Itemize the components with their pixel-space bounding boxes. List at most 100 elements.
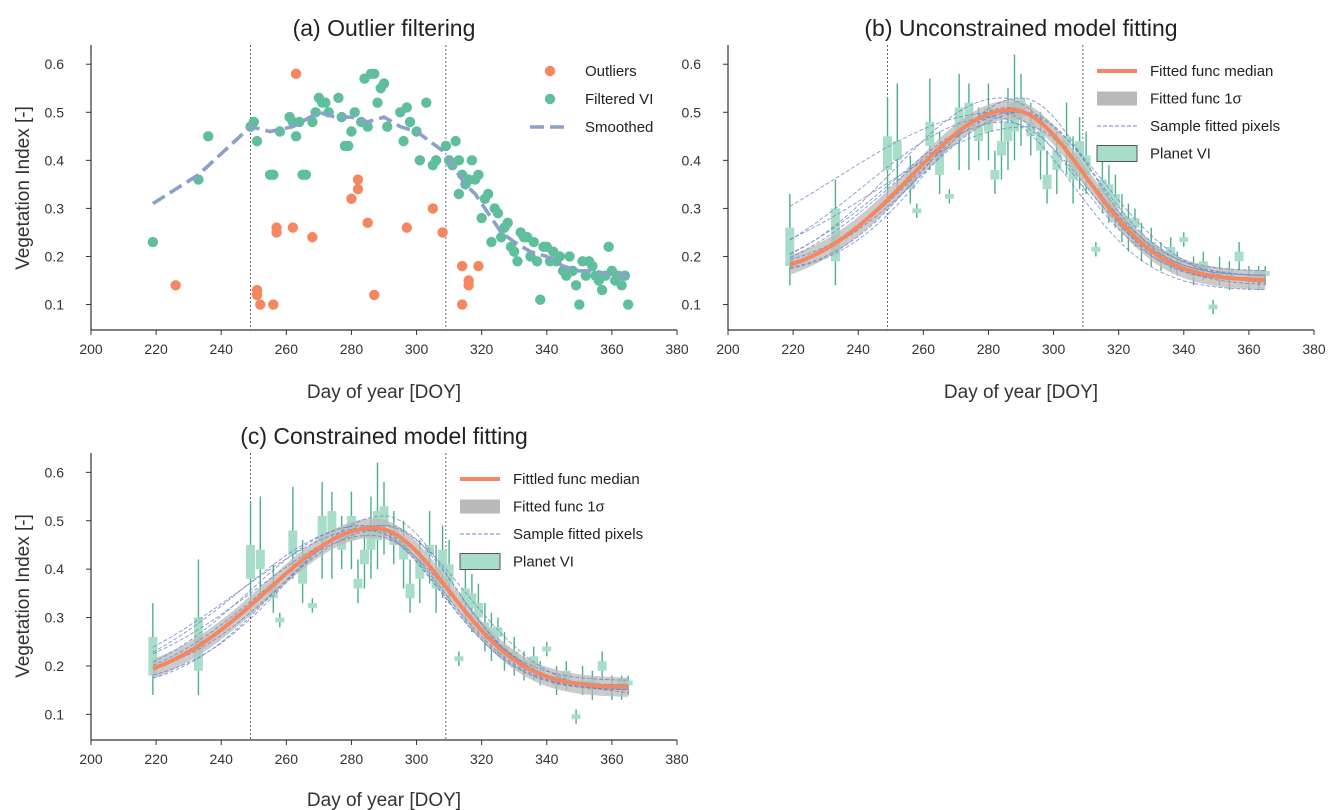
filtered-vi-point: [476, 212, 487, 224]
filtered-vi-point: [320, 97, 331, 108]
outlier-point: [268, 299, 279, 310]
fitted-median-line: [152, 525, 629, 690]
y-tick-label: 0.3: [45, 200, 65, 216]
y-tick-label: 0.1: [45, 706, 65, 722]
smoothed-line: [151, 110, 629, 278]
outlier-point: [271, 227, 282, 238]
outlier-point: [369, 289, 380, 301]
planet-vi-box: [785, 227, 795, 267]
fitted-sigma-band: [152, 518, 629, 697]
y-tick-label: 0.2: [45, 658, 65, 674]
filtered-vi-point: [333, 92, 344, 104]
panel-b-xlabel: Day of year [DOY]: [944, 382, 1098, 403]
panel-a-title: (a) Outlier filtering: [293, 15, 476, 41]
legend-label: Outliers: [585, 63, 637, 80]
planet-vi-box: [1091, 246, 1101, 252]
planet-vi-box: [1110, 193, 1120, 209]
planet-vi-box: [542, 646, 552, 652]
filtered-vi-point: [450, 135, 461, 147]
filtered-vi-point: [290, 131, 302, 142]
planet-vi-box: [912, 208, 922, 214]
legend-marker: [1097, 91, 1137, 106]
planet-vi-box: [473, 603, 483, 618]
filtered-vi-point: [414, 155, 426, 166]
planet-vi-box: [1003, 121, 1013, 142]
x-tick-label: 280: [977, 341, 1001, 357]
planet-vi-box: [379, 506, 389, 526]
filtered-vi-point: [486, 236, 497, 248]
sample-fitted-curve: [789, 111, 1266, 271]
panel-b-plot: 200 220 240 260 280 300 320 340 360 380 0.1 0.2 0.3 0…: [682, 45, 1326, 357]
planet-vi-box: [467, 593, 477, 608]
y-tick-label: 0.3: [45, 610, 65, 626]
filtered-vi-point: [453, 188, 465, 200]
planet-vi-box: [571, 714, 581, 720]
planet-vi-box: [1026, 121, 1036, 137]
planet-vi-box: [405, 583, 415, 599]
panel-c-ylabel: Vegetation Index [-]: [13, 514, 34, 678]
x-tick-label: 380: [1302, 341, 1326, 357]
planet-vi-box: [288, 530, 298, 555]
outlier-point: [346, 193, 357, 204]
filtered-vi-point: [268, 169, 279, 180]
panel-a: (a) Outlier filtering 200 220 240 260 280 300…: [13, 15, 689, 403]
sample-fitted-curve: [789, 111, 1266, 281]
filtered-vi-point: [430, 155, 442, 166]
y-tick-label: 0.5: [682, 104, 702, 120]
outlier-point: [437, 227, 448, 238]
planet-vi-box: [1042, 174, 1052, 190]
filtered-vi-point: [531, 256, 543, 267]
filtered-vi-point: [372, 97, 383, 108]
planet-vi-box: [996, 141, 1006, 156]
planet-vi-box: [298, 559, 308, 584]
sample-fitted-curve: [789, 116, 1266, 291]
legend-marker: [1096, 145, 1138, 162]
panel-c-title: (c) Constrained model fitting: [240, 423, 528, 449]
x-tick-label: 220: [781, 341, 805, 357]
planet-vi-box: [935, 150, 945, 175]
sample-fitted-curve: [789, 111, 1266, 276]
y-tick-label: 0.2: [45, 248, 65, 264]
y-tick-label: 0.5: [45, 104, 65, 120]
planet-vi-box: [990, 169, 1000, 180]
planet-vi-box: [954, 107, 964, 132]
legend-marker: [459, 553, 501, 570]
filtered-vi-point: [147, 236, 159, 248]
y-tick-label: 0.5: [45, 513, 65, 529]
filtered-vi-point: [580, 270, 592, 281]
outlier-point: [427, 203, 439, 214]
x-tick-label: 200: [79, 341, 103, 357]
y-tick-label: 0.4: [45, 561, 65, 577]
sample-fitted-curve: [152, 525, 629, 694]
filtered-vi-point: [369, 68, 380, 80]
legend-marker: [544, 65, 556, 77]
planet-vi-box: [317, 515, 327, 541]
x-tick-label: 340: [535, 751, 559, 767]
planet-vi-box: [438, 549, 448, 574]
legend-marker: [544, 93, 556, 105]
filtered-vi-point: [473, 169, 484, 180]
sample-fitted-curve: [152, 525, 629, 691]
filtered-vi-point: [512, 256, 523, 267]
planet-vi-box: [925, 121, 935, 146]
legend-label: Planet VI: [1150, 146, 1211, 163]
filtered-vi-point: [492, 208, 504, 219]
outlier-point: [456, 260, 468, 272]
panel-c: (c) Constrained model fitting 200 220 240 2…: [13, 423, 689, 810]
planet-vi-box: [444, 564, 454, 584]
planet-vi-box: [1104, 184, 1114, 199]
x-tick-label: 360: [600, 341, 624, 357]
x-tick-label: 380: [665, 341, 689, 357]
outlier-point: [307, 232, 318, 243]
planet-vi-box: [1208, 304, 1218, 310]
panel-b-legend: Fitted func median Fitted func 1σ Sample f…: [1096, 63, 1280, 163]
panel-c-legend: Fittled func median Fitted func 1σ Sample …: [459, 471, 643, 571]
x-tick-label: 260: [275, 341, 299, 357]
outlier-point: [401, 222, 412, 233]
x-tick-label: 240: [210, 751, 234, 767]
planet-vi-box: [307, 603, 317, 608]
filtered-vi-point: [378, 78, 390, 89]
filtered-vi-point: [496, 232, 507, 243]
planet-vi-box: [974, 126, 984, 142]
